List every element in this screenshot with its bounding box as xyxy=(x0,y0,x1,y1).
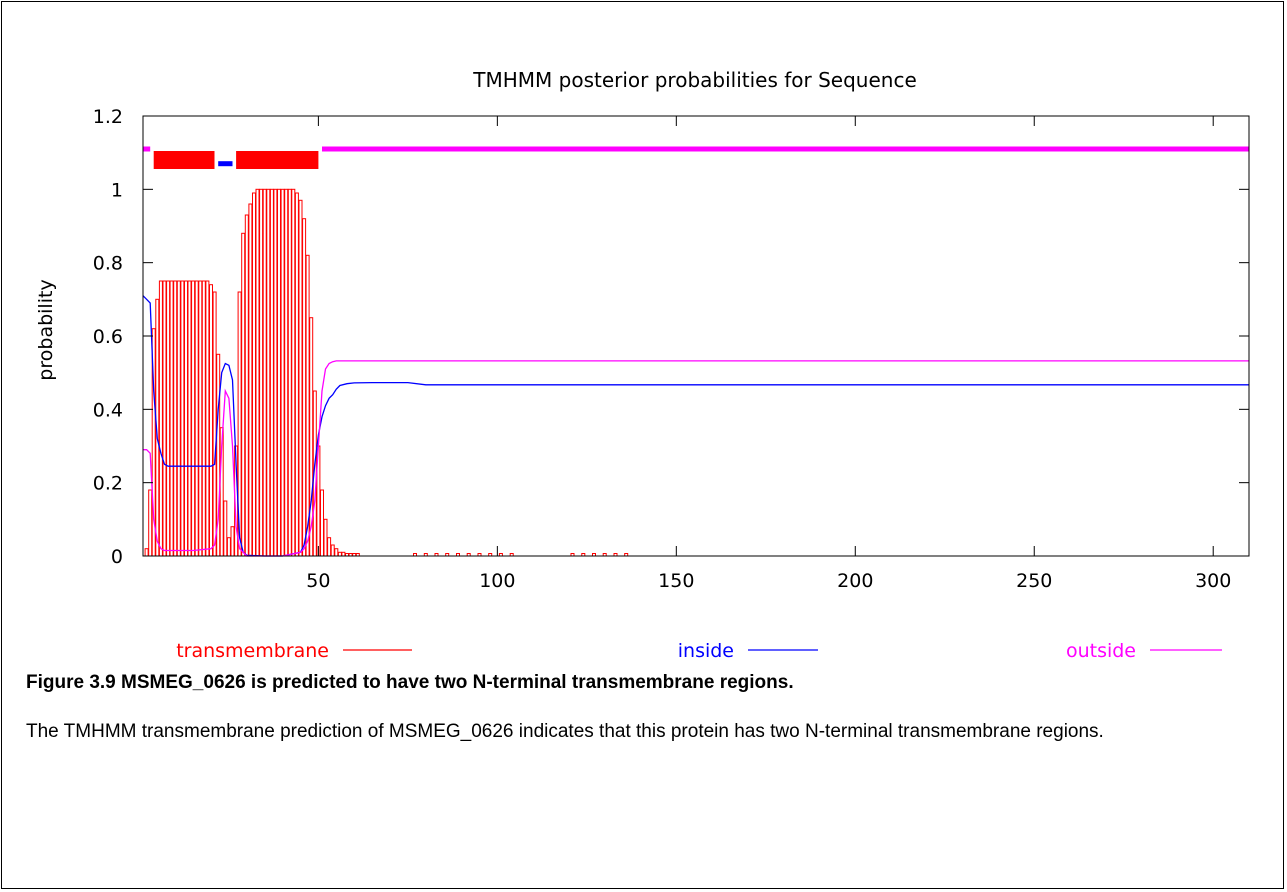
transmembrane-bar xyxy=(294,192,299,557)
transmembrane-bar xyxy=(334,548,339,557)
transmembrane-bar xyxy=(255,188,260,557)
transmembrane-bar xyxy=(169,280,174,557)
transmembrane-bar xyxy=(176,280,181,557)
transmembrane-bar xyxy=(262,188,267,557)
y-tick-label: 0.2 xyxy=(93,473,123,495)
chart-title: TMHMM posterior probabilities for Sequen… xyxy=(472,68,917,92)
transmembrane-bar xyxy=(241,232,246,557)
transmembrane-bar xyxy=(194,280,199,557)
transmembrane-bar xyxy=(323,518,328,557)
legend-label-outside: outside xyxy=(1066,640,1136,660)
y-tick-label: 1 xyxy=(111,179,123,201)
y-tick-label: 1.2 xyxy=(93,106,123,128)
transmembrane-bar xyxy=(198,280,203,557)
transmembrane-bar xyxy=(205,280,210,557)
transmembrane-bar xyxy=(148,489,153,557)
x-tick-label: 250 xyxy=(1016,570,1052,592)
tmhmm-chart: TMHMM posterior probabilities for Sequen… xyxy=(35,68,1250,660)
transmembrane-bar xyxy=(252,192,256,557)
transmembrane-bar xyxy=(291,188,296,557)
topology-outside-segment xyxy=(322,146,1249,152)
x-tick-label: 300 xyxy=(1195,570,1231,592)
transmembrane-bar xyxy=(166,280,171,557)
transmembrane-bar xyxy=(191,280,196,557)
figure-caption-body: The TMHMM transmembrane prediction of MS… xyxy=(26,721,1104,742)
transmembrane-bar xyxy=(230,526,235,557)
transmembrane-bar xyxy=(259,188,264,557)
transmembrane-bar xyxy=(287,188,292,557)
transmembrane-bar xyxy=(273,188,278,557)
topology-inside-segment xyxy=(218,161,233,167)
topology-outside-segment xyxy=(143,146,151,152)
transmembrane-bar xyxy=(327,537,332,557)
transmembrane-bar xyxy=(187,280,192,557)
axes: 0 0.2 0.4 0.6 0.8 1 1.2 50 100 150 200 250 300 xyxy=(93,106,1249,592)
transmembrane-bar xyxy=(320,489,324,557)
transmembrane-bar xyxy=(244,214,249,557)
topology-transmembrane-segment xyxy=(153,151,215,169)
y-tick-label: 0 xyxy=(111,546,123,568)
transmembrane-bar xyxy=(173,280,178,557)
y-tick-label: 0.8 xyxy=(93,253,123,275)
transmembrane-bar xyxy=(280,188,285,557)
y-tick-label: 0.6 xyxy=(93,326,123,348)
transmembrane-bar xyxy=(266,188,271,557)
transmembrane-bar xyxy=(212,291,217,557)
transmembrane-bar xyxy=(337,551,342,557)
transmembrane-bar xyxy=(277,188,281,557)
x-tick-label: 100 xyxy=(479,570,515,592)
transmembrane-bar xyxy=(223,500,228,557)
transmembrane-bar xyxy=(180,280,185,557)
transmembrane-bar xyxy=(209,284,213,557)
transmembrane-bar xyxy=(158,280,163,557)
transmembrane-bar xyxy=(144,548,149,557)
transmembrane-bar xyxy=(248,203,253,557)
legend-label-inside: inside xyxy=(678,640,734,660)
transmembrane-bar xyxy=(298,199,303,557)
x-tick-label: 150 xyxy=(658,570,694,592)
legend: transmembrane inside outside xyxy=(176,640,1222,660)
plot-area xyxy=(142,146,1249,557)
transmembrane-bar xyxy=(302,218,307,557)
transmembrane-bar xyxy=(201,280,206,557)
transmembrane-bar xyxy=(284,188,289,557)
transmembrane-bar xyxy=(330,544,335,557)
figure-caption-title: Figure 3.9 MSMEG_0626 is predicted to ha… xyxy=(26,672,794,693)
legend-label-transmembrane: transmembrane xyxy=(176,640,329,660)
x-tick-label: 50 xyxy=(306,570,330,592)
transmembrane-bar xyxy=(269,188,274,557)
transmembrane-bar xyxy=(226,537,231,557)
y-tick-label: 0.4 xyxy=(93,399,123,421)
x-tick-label: 200 xyxy=(837,570,873,592)
transmembrane-bar xyxy=(341,551,346,557)
topology-transmembrane-segment xyxy=(236,151,319,169)
y-axis-label: probability xyxy=(35,279,57,380)
transmembrane-bar xyxy=(305,254,310,557)
transmembrane-bar xyxy=(162,280,167,557)
transmembrane-bar xyxy=(184,280,188,557)
